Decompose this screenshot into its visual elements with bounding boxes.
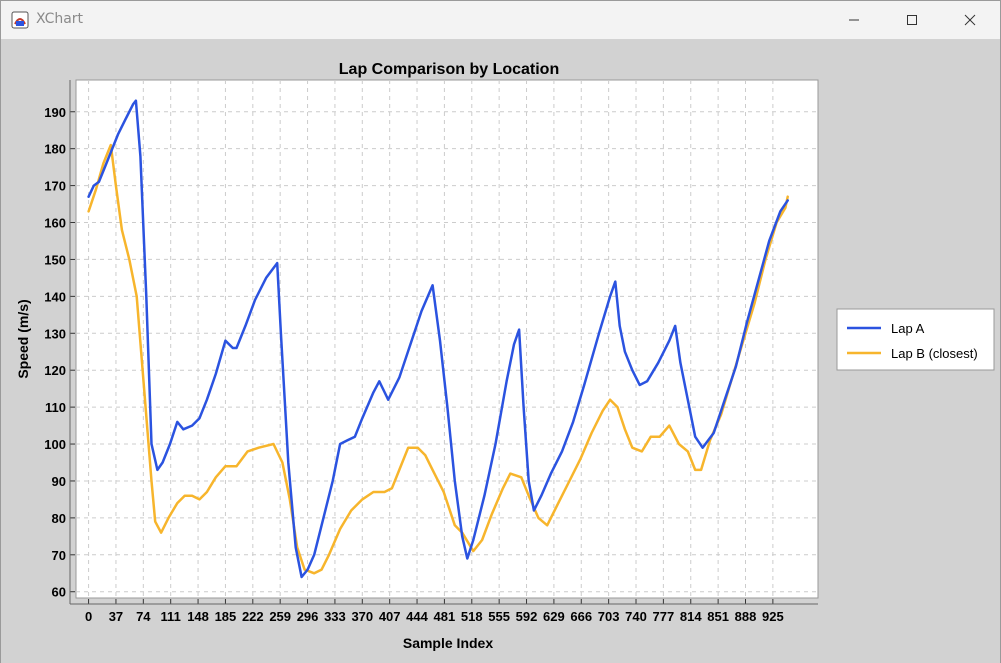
x-tick-label: 333 <box>324 609 346 624</box>
x-tick-label: 925 <box>762 609 784 624</box>
x-tick-label: 555 <box>488 609 510 624</box>
y-tick-label: 150 <box>44 252 66 267</box>
maximize-button[interactable] <box>883 1 941 39</box>
y-axis-title: Speed (m/s) <box>15 299 31 378</box>
y-tick-label: 120 <box>44 363 66 378</box>
y-tick-label: 130 <box>44 326 66 341</box>
x-tick-label: 37 <box>109 609 123 624</box>
legend-box <box>836 308 995 371</box>
x-tick-label: 629 <box>543 609 565 624</box>
legend-label-lap-a: Lap A <box>891 321 925 336</box>
chart: Lap Comparison by Location 0 37 74 111 148 18… <box>1 39 1000 663</box>
y-tick-label: 190 <box>44 105 66 120</box>
minimize-icon <box>849 19 859 21</box>
y-tick-label: 110 <box>45 400 66 415</box>
x-tick-label: 814 <box>680 609 702 624</box>
close-button[interactable] <box>941 1 999 39</box>
close-icon <box>964 14 976 26</box>
x-tick-label: 851 <box>707 609 729 624</box>
x-tick-label: 444 <box>406 609 428 624</box>
x-tick-label: 148 <box>187 609 209 624</box>
plot-area <box>75 79 819 599</box>
series-line-lap-a <box>87 99 789 579</box>
title-bar[interactable]: XChart <box>1 1 1000 39</box>
window-title: XChart <box>36 11 84 27</box>
y-tick-label: 140 <box>44 289 66 304</box>
y-tick-label: 180 <box>44 142 66 157</box>
x-tick-label: 222 <box>242 609 264 624</box>
x-tick-label: 481 <box>434 609 456 624</box>
y-tick-label: 170 <box>44 179 66 194</box>
y-tick-label: 60 <box>52 585 66 600</box>
y-tick-label: 70 <box>52 548 66 563</box>
y-tick-label: 80 <box>52 511 66 526</box>
y-tick-label: 90 <box>52 474 66 489</box>
minimize-button[interactable] <box>825 1 883 39</box>
x-tick-label: 0 <box>85 609 92 624</box>
x-tick-label: 111 <box>161 609 181 624</box>
x-tick-label: 666 <box>570 609 592 624</box>
axes: 0 37 74 111 148 185 222 259 296 333 370 407 444 481 51… <box>44 80 818 624</box>
x-tick-label: 370 <box>351 609 373 624</box>
x-tick-label: 703 <box>598 609 620 624</box>
maximize-icon <box>907 15 917 25</box>
series-line-lap-b <box>87 143 789 575</box>
legend-label-lap-b: Lap B (closest) <box>891 346 978 361</box>
series-layer <box>87 99 789 579</box>
y-tick-label: 160 <box>44 216 66 231</box>
grid <box>76 80 818 598</box>
x-tick-label: 888 <box>735 609 757 624</box>
x-tick-label: 259 <box>269 609 291 624</box>
x-tick-label: 74 <box>136 609 151 624</box>
x-tick-label: 518 <box>461 609 483 624</box>
x-axis-title: Sample Index <box>403 635 493 651</box>
x-tick-label: 592 <box>516 609 538 624</box>
x-tick-label: 740 <box>625 609 647 624</box>
java-app-icon <box>11 11 29 29</box>
x-tick-label: 185 <box>215 609 237 624</box>
x-tick-label: 296 <box>297 609 319 624</box>
x-tick-label: 407 <box>379 609 401 624</box>
x-tick-label: 777 <box>653 609 675 624</box>
legend: Lap A Lap B (closest) <box>836 308 995 371</box>
y-tick-label: 100 <box>44 437 66 452</box>
chart-title: Lap Comparison by Location <box>339 61 559 78</box>
